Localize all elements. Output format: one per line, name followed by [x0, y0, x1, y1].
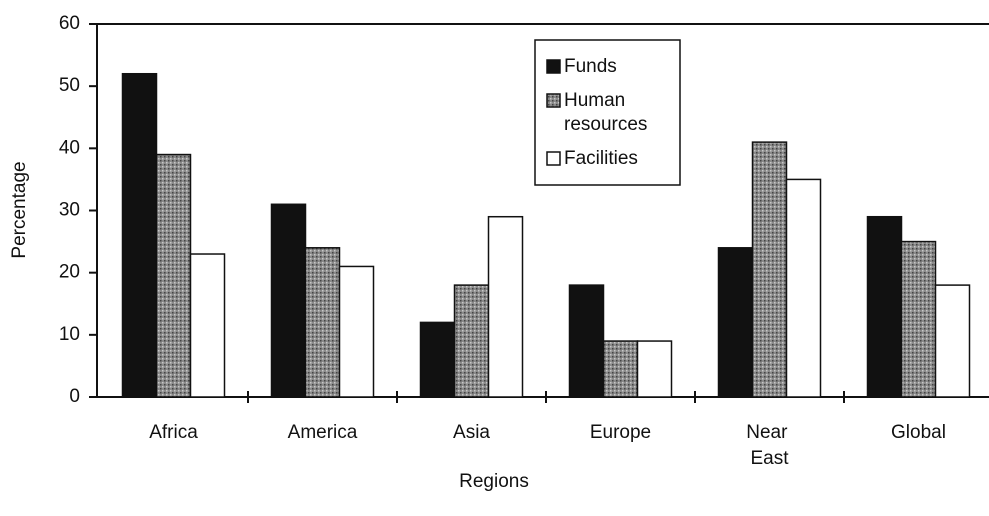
- bar: [121, 72, 158, 398]
- y-tick-label: 40: [59, 137, 80, 158]
- x-tick-label: America: [288, 422, 358, 443]
- x-tick-label: Near East: [746, 422, 792, 469]
- x-tick-label: Europe: [590, 422, 651, 443]
- bar: [155, 153, 192, 398]
- bar: [189, 253, 226, 398]
- x-axis-label: Regions: [459, 471, 529, 492]
- bar: [636, 340, 673, 398]
- y-tick-label: 50: [59, 75, 80, 96]
- bar: [934, 284, 971, 398]
- legend-label: Human resources: [564, 90, 647, 135]
- x-tick-label: Africa: [149, 422, 198, 443]
- x-tick-label: Asia: [453, 422, 490, 443]
- legend-swatch: [546, 151, 561, 166]
- y-tick-label: 60: [59, 13, 80, 34]
- bar: [338, 265, 375, 398]
- bar: [453, 284, 490, 398]
- legend-label: Funds: [564, 56, 617, 77]
- y-tick-label: 20: [59, 262, 80, 283]
- bar: [270, 203, 307, 398]
- legend-label: Facilities: [564, 148, 638, 169]
- bar: [866, 215, 903, 398]
- bar: [751, 141, 788, 398]
- bar: [717, 247, 754, 398]
- bar: [785, 178, 822, 398]
- bar: [568, 284, 605, 398]
- y-axis-label: Percentage: [9, 161, 30, 258]
- legend-swatch: [546, 93, 561, 108]
- y-tick-label: 10: [59, 324, 80, 345]
- y-tick-label: 0: [69, 386, 80, 407]
- bar: [487, 215, 524, 398]
- bar: [602, 340, 639, 398]
- bar: [304, 247, 341, 398]
- x-tick-label: Global: [891, 422, 946, 443]
- bar: [900, 240, 937, 398]
- legend-swatch: [546, 59, 561, 74]
- bar: [419, 321, 456, 398]
- y-tick-label: 30: [59, 200, 80, 221]
